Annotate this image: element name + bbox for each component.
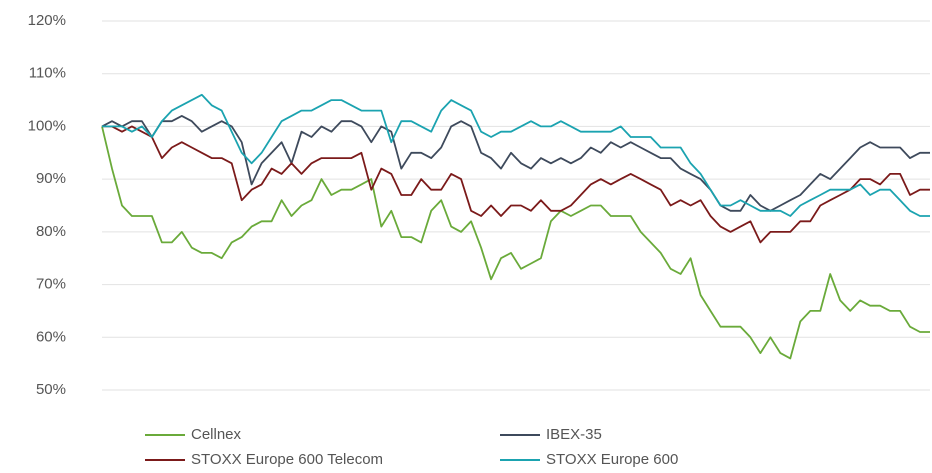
- y-tick-label: 120%: [28, 12, 66, 29]
- series-line: [101, 115, 930, 212]
- y-tick-label: 90%: [36, 170, 66, 187]
- y-tick-label: 60%: [36, 328, 66, 345]
- y-tick-label: 80%: [36, 223, 66, 240]
- legend-label: STOXX Europe 600: [546, 451, 678, 468]
- series-line: [102, 93, 930, 217]
- legend-label: Cellnex: [191, 426, 242, 443]
- series-line: [101, 126, 930, 360]
- legend-label: IBEX-35: [546, 426, 602, 443]
- y-tick-label: 50%: [36, 381, 66, 398]
- y-tick-label: 110%: [29, 65, 66, 82]
- y-tick-label: 70%: [36, 276, 66, 293]
- series-line: [102, 125, 930, 244]
- y-tick-label: 100%: [28, 117, 66, 134]
- legend-label: STOXX Europe 600 Telecom: [191, 451, 383, 468]
